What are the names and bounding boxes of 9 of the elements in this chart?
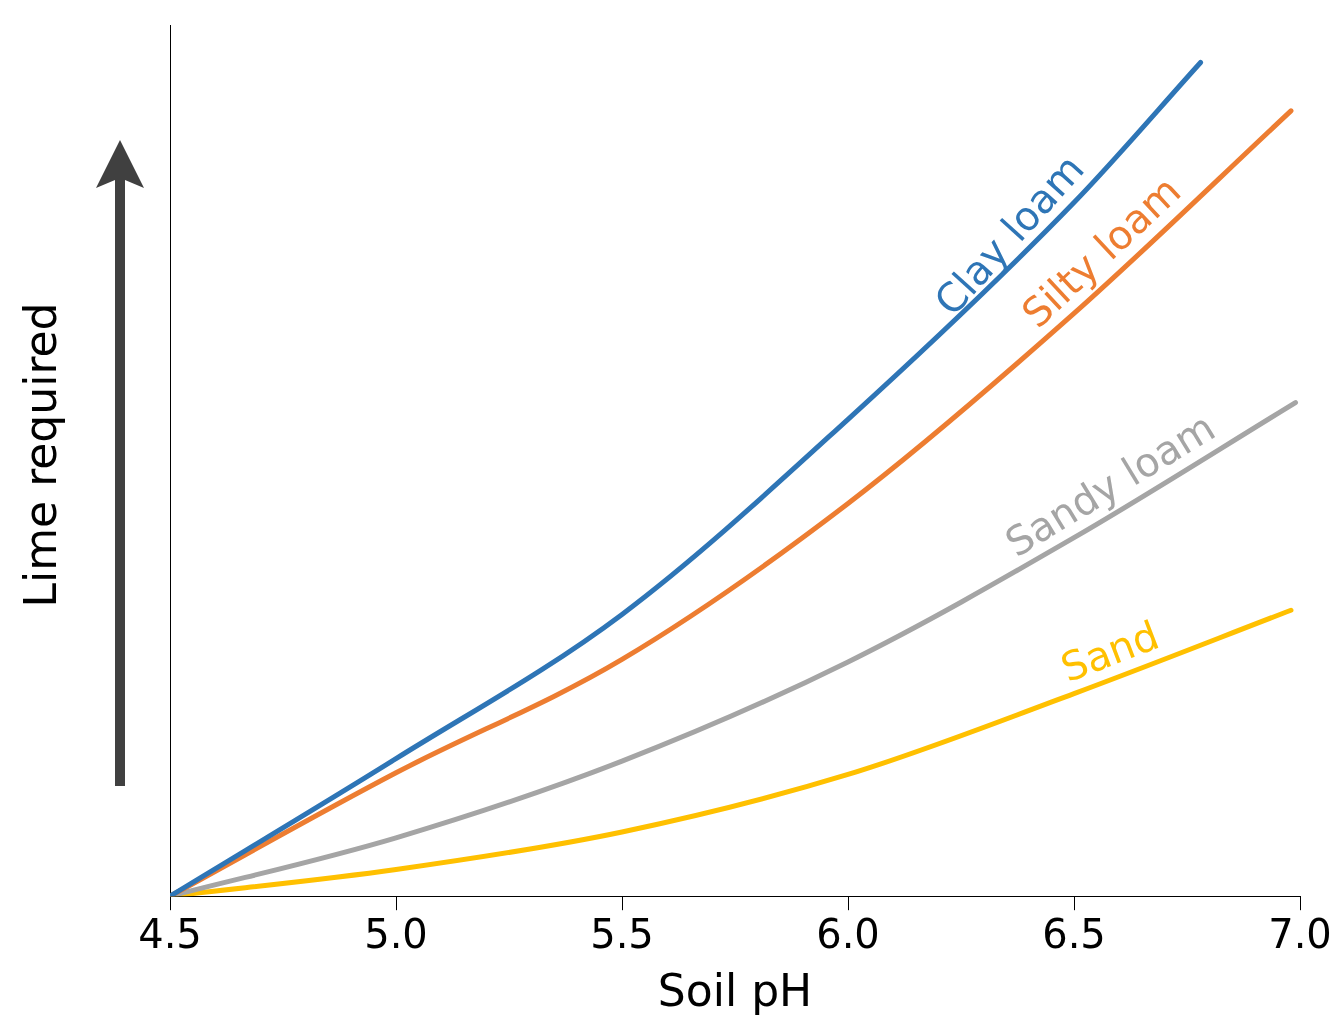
x-tick-label: 5.5	[590, 910, 654, 957]
x-tick-label: 4.5	[138, 910, 202, 957]
y-axis-title: Lime required	[14, 302, 66, 608]
x-tick-label: 7.0	[1268, 910, 1332, 957]
x-tick-label: 5.0	[364, 910, 428, 957]
x-tick-label: 6.5	[1042, 910, 1106, 957]
text: Sand	[1054, 611, 1165, 691]
x-axis-title: Soil pH	[657, 965, 813, 1017]
x-tick-label: 6.0	[816, 910, 880, 957]
